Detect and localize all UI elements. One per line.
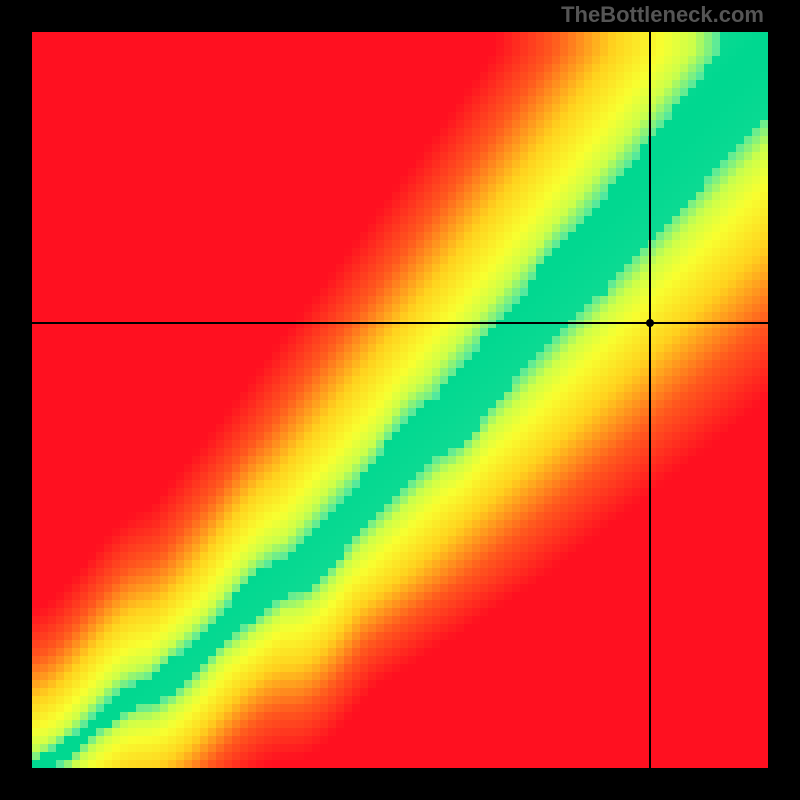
bottleneck-heatmap (32, 32, 768, 768)
watermark-text: TheBottleneck.com (561, 2, 764, 28)
crosshair-vertical (649, 32, 651, 768)
crosshair-horizontal (32, 322, 768, 324)
crosshair-dot (646, 319, 654, 327)
